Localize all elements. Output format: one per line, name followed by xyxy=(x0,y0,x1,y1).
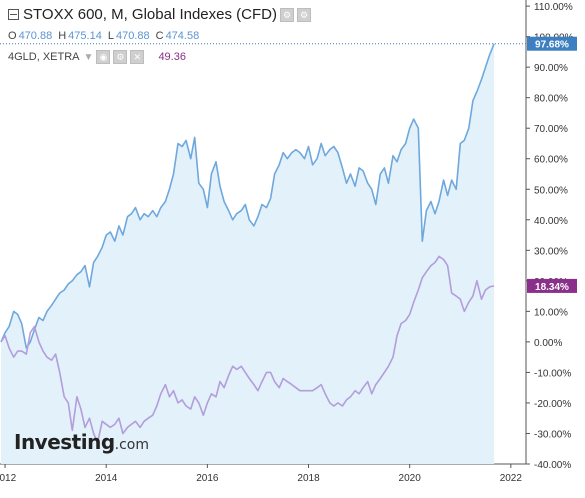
y-tick-label: 50.00% xyxy=(534,185,568,196)
ohlc-low-label: L xyxy=(107,30,114,42)
ohlc-open-value: 470.88 xyxy=(18,30,53,42)
investing-logo: Investing.com xyxy=(14,430,150,454)
x-tick-label: 2022 xyxy=(500,473,523,484)
last-value-badge-1 xyxy=(527,278,577,293)
series-line-0 xyxy=(0,43,495,349)
chevron-down-icon[interactable]: ▼ xyxy=(83,51,94,63)
indicator-name: 4GLD, XETRA xyxy=(8,51,80,63)
ohlc-close-value: 474.58 xyxy=(165,30,200,42)
collapse-icon[interactable] xyxy=(8,9,19,20)
y-tick-label: 30.00% xyxy=(534,246,568,257)
close-icon[interactable]: ✕ xyxy=(130,50,145,64)
y-tick-label: 10.00% xyxy=(534,307,568,318)
ohlc-high-value: 475.14 xyxy=(68,30,102,42)
x-tick-label: 2014 xyxy=(95,473,118,484)
eye-icon[interactable]: ◉ xyxy=(96,50,111,64)
x-tick-label: 2020 xyxy=(399,473,422,484)
x-tick-label: 2016 xyxy=(196,473,219,484)
y-tick-label: 80.00% xyxy=(534,94,568,105)
y-tick-label: 60.00% xyxy=(534,155,568,166)
chart-title: STOXX 600, M, Global Indexes (CFD) xyxy=(23,6,277,23)
y-tick-label: 0.00% xyxy=(534,338,562,349)
y-tick-label: 110.00% xyxy=(534,2,573,13)
ohlc-low-value: 470.88 xyxy=(115,30,150,42)
last-value-label-0: 97.68% xyxy=(535,40,569,51)
ohlc-high-label: H xyxy=(58,30,67,42)
indicator-value: 49.36 xyxy=(158,51,186,63)
series-area-0 xyxy=(1,43,495,464)
gear-icon[interactable]: ⚙ xyxy=(113,50,128,64)
y-tick-label: 70.00% xyxy=(534,124,568,135)
series-line-1 xyxy=(0,255,495,444)
y-tick-label: -10.00% xyxy=(534,368,571,379)
y-tick-label: 90.00% xyxy=(534,63,568,74)
y-tick-label: -40.00% xyxy=(534,460,571,471)
last-value-label-1: 18.34% xyxy=(535,282,569,293)
chart-title-row: STOXX 600, M, Global Indexes (CFD) ⚙ ⚙ xyxy=(8,6,311,23)
last-value-badge-0 xyxy=(527,36,577,51)
x-tick-label: 2018 xyxy=(297,473,320,484)
settings-icon[interactable]: ⚙ xyxy=(279,7,294,22)
y-tick-label: -20.00% xyxy=(534,399,571,410)
gear-icon[interactable]: ⚙ xyxy=(296,7,311,22)
ohlc-open-label: O xyxy=(8,30,17,42)
y-tick-label: 40.00% xyxy=(534,216,568,227)
x-tick-label: 2012 xyxy=(0,473,17,484)
indicator-row: 4GLD, XETRA ▼ ◉ ⚙ ✕ 49.36 xyxy=(8,50,186,64)
y-tick-label: -30.00% xyxy=(534,429,571,440)
ohlc-row: O 470.88 H 475.14 L 470.88 C 474.58 xyxy=(8,30,205,42)
ohlc-close-label: C xyxy=(155,30,164,42)
